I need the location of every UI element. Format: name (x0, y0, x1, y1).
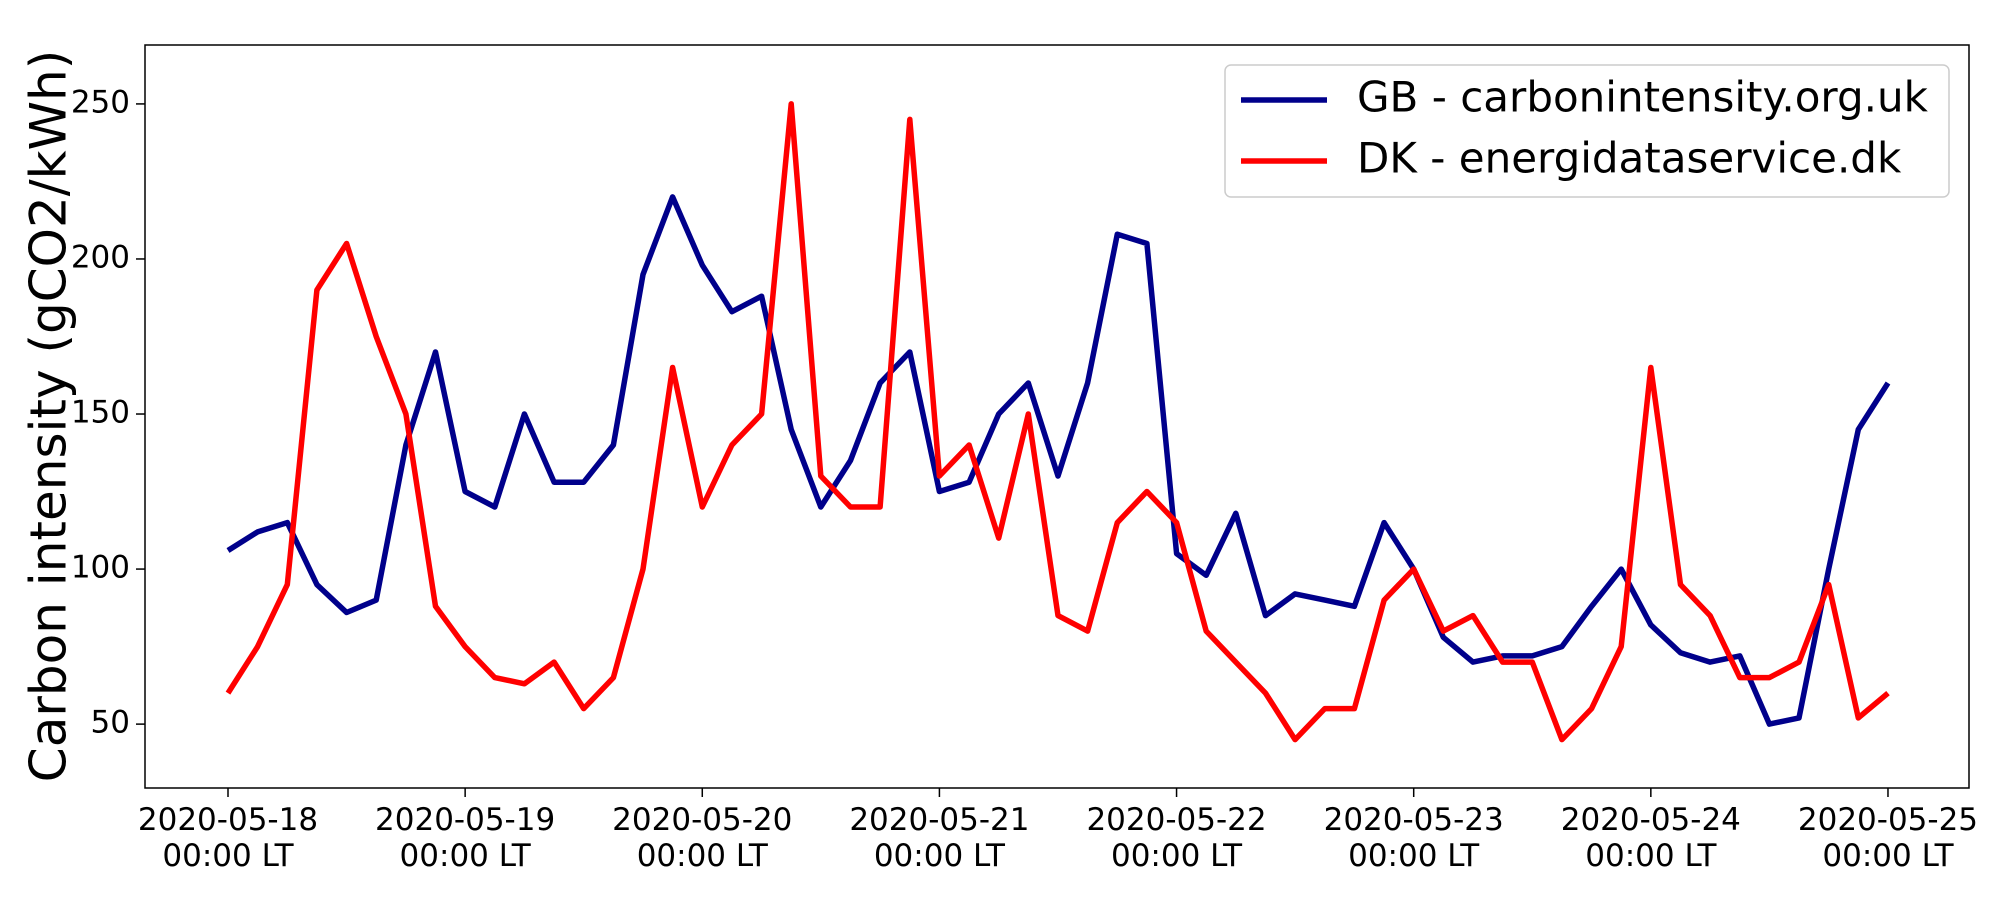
series-line (226, 194, 1891, 727)
x-tick-label: 2020-05-24 00:00 LT (1560, 802, 1741, 874)
x-tick-label: 2020-05-18 00:00 LT (137, 802, 319, 874)
legend-box (1224, 64, 1950, 198)
y-tick-label: 100 (71, 550, 130, 586)
y-tick-label: 150 (71, 395, 130, 431)
x-tick-label: 2020-05-19 00:00 LT (375, 802, 556, 874)
legend-label: GB - carbonintensity.org.uk (1357, 73, 1929, 122)
y-tick-label: 200 (71, 239, 130, 275)
legend-label: DK - energidataservice.dk (1357, 134, 1902, 183)
series-line (225, 101, 1890, 743)
x-tick-label: 2020-05-22 00:00 LT (1086, 802, 1267, 874)
y-tick-label: 50 (91, 705, 130, 741)
x-tick-label: 2020-05-25 00:00 LT (1797, 802, 1979, 874)
x-tick-label: 2020-05-21 00:00 LT (849, 802, 1030, 874)
plot-frame (144, 44, 1970, 789)
y-axis-label: Carbon intensity (gCO2/kWh) (20, 50, 78, 782)
y-tick-label: 250 (71, 84, 130, 120)
x-tick-label: 2020-05-20 00:00 LT (612, 802, 793, 874)
x-tick-label: 2020-05-23 00:00 LT (1323, 802, 1504, 874)
